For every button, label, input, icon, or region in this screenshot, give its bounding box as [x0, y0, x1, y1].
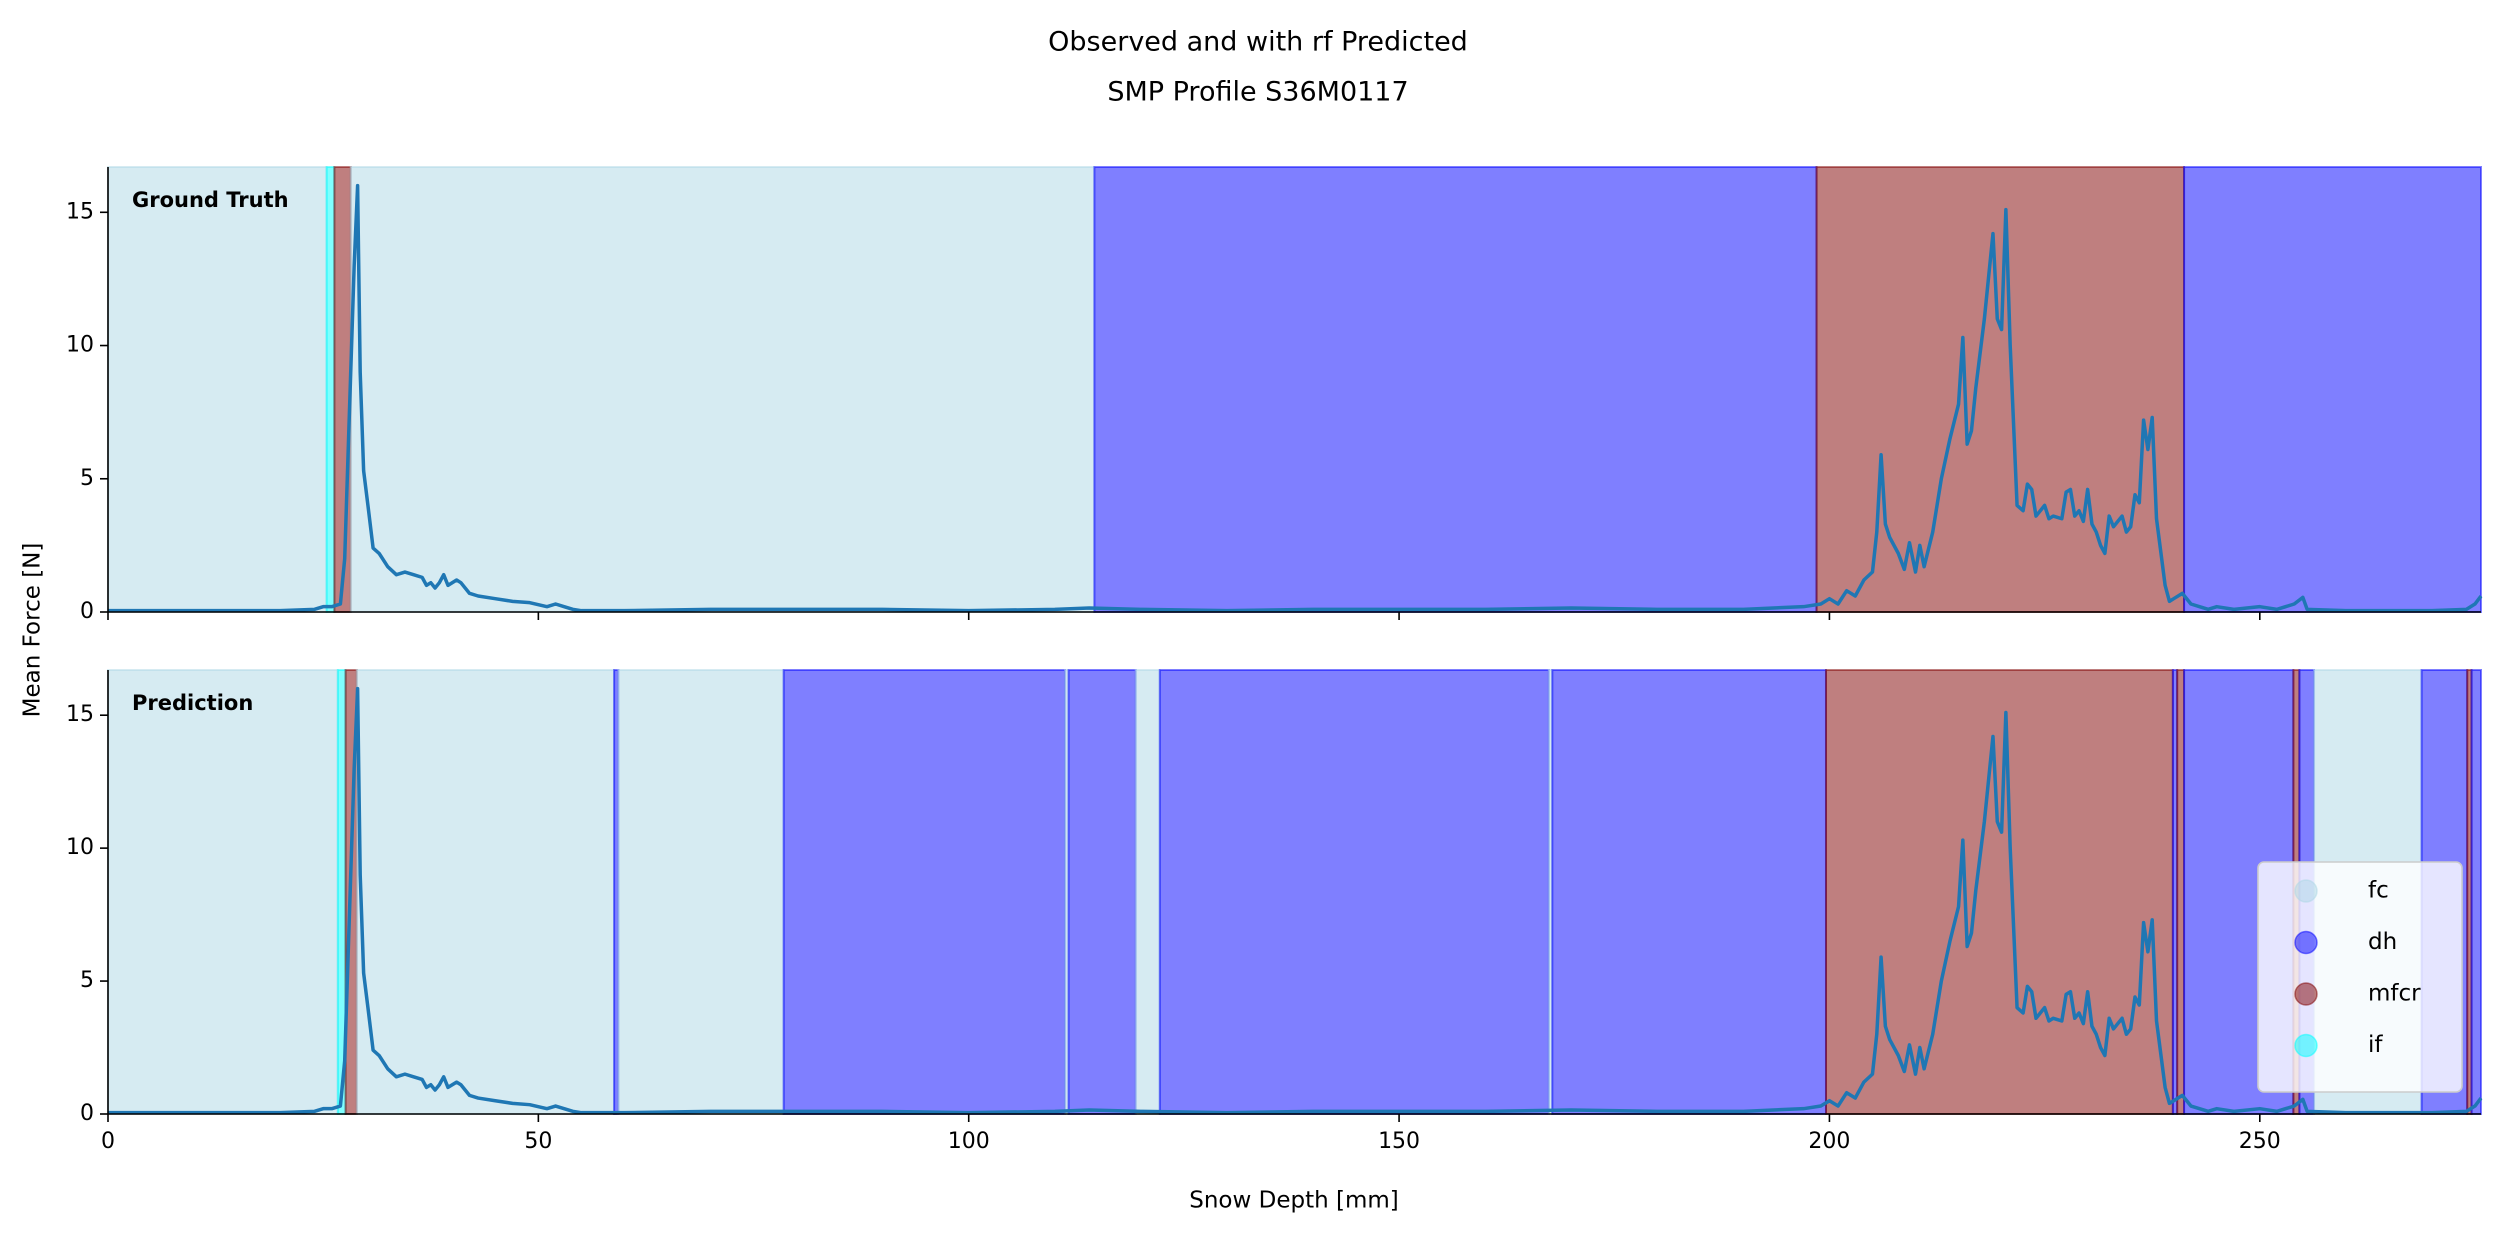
x-tick-label: 0: [101, 1129, 115, 1154]
y-tick-label: 15: [66, 199, 94, 224]
y-tick-label: 5: [80, 968, 94, 993]
legend-box: [2257, 861, 2463, 1093]
legend-marker: [2294, 879, 2318, 903]
x-axis-label: Snow Depth [mm]: [1189, 1188, 1399, 1214]
layer-span: [355, 669, 616, 1115]
x-tick-label: 250: [2239, 1129, 2281, 1154]
layer-span: [1824, 669, 2174, 1115]
layer-span: [1134, 669, 1161, 1115]
y-tick-label: 5: [80, 466, 94, 491]
force-line: [108, 686, 2483, 1115]
x-tick-label: 150: [1378, 1129, 1420, 1154]
layer-span: [1815, 166, 2186, 613]
legend-marker: [2294, 982, 2318, 1006]
y-tick-label: 0: [80, 599, 94, 624]
chart-title: Observed and with rf Predicted: [1048, 27, 1468, 58]
x-tick-label: 200: [1808, 1129, 1850, 1154]
legend-marker: [2294, 930, 2318, 955]
layer-span: [2183, 166, 2483, 613]
legend-marker: [2294, 1033, 2318, 1058]
layer-span: [617, 669, 785, 1115]
layer-span: [107, 166, 328, 613]
force-line: [108, 183, 2483, 613]
legend-label: dh: [2368, 929, 2397, 955]
layer-span: [1551, 669, 1827, 1115]
panel-label: Prediction: [132, 691, 253, 715]
layer-span: [2470, 669, 2482, 1115]
legend-label: fc: [2368, 878, 2389, 904]
layer-span: [782, 669, 1067, 1115]
layer-span: [1158, 669, 1550, 1115]
layer-span: [1093, 166, 1818, 613]
panel-label: Ground Truth: [132, 188, 289, 212]
layer-span: [349, 166, 1096, 613]
y-tick-label: 10: [66, 333, 94, 358]
legend-label: mfcr: [2368, 981, 2421, 1007]
legend-label: if: [2368, 1032, 2383, 1058]
legend: fc dh mfcr if: [2257, 861, 2463, 1093]
layer-span: [1067, 669, 1137, 1115]
x-tick-label: 50: [524, 1129, 552, 1154]
y-tick-label: 10: [66, 835, 94, 860]
y-tick-label: 15: [66, 702, 94, 727]
x-tick-label: 100: [948, 1129, 990, 1154]
y-tick-label: 0: [80, 1101, 94, 1126]
layer-span: [325, 166, 336, 613]
layer-span: [2176, 669, 2186, 1115]
chart-subtitle: SMP Profile S36M0117: [1107, 77, 1408, 108]
layer-span: [107, 669, 339, 1115]
layer-span: [333, 166, 352, 613]
y-axis-label: Mean Force [N]: [20, 543, 46, 718]
